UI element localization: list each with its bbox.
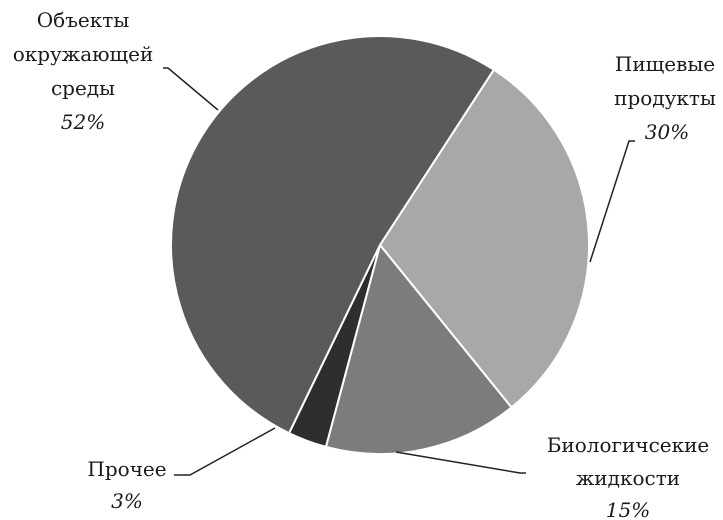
label-environment-line3: среды <box>51 76 115 100</box>
label-bio-line1: Биологичсекие <box>547 433 710 457</box>
leader-line-bio <box>395 451 526 474</box>
leader-line-other <box>174 427 276 476</box>
leader-line-food <box>589 140 635 263</box>
leader-lines <box>163 67 635 476</box>
label-other-percent: 3% <box>111 489 143 513</box>
pie-slices <box>170 35 590 455</box>
label-environment-percent: 52% <box>61 110 105 134</box>
label-bio-line2: жидкости <box>576 466 680 490</box>
label-food-line2: продукты <box>614 86 716 110</box>
leader-line-environment <box>163 67 219 111</box>
label-bio-percent: 15% <box>606 498 650 520</box>
label-environment-line1: Объекты <box>37 8 130 32</box>
pie-slice-environment <box>170 35 495 435</box>
label-food-percent: 30% <box>645 120 689 144</box>
label-food-line1: Пищевые <box>615 52 715 76</box>
label-environment-line2: окружающей <box>13 42 154 66</box>
label-other-line1: Прочее <box>87 457 166 481</box>
pie-slice-food <box>379 68 590 409</box>
pie-slice-bio <box>324 244 513 455</box>
